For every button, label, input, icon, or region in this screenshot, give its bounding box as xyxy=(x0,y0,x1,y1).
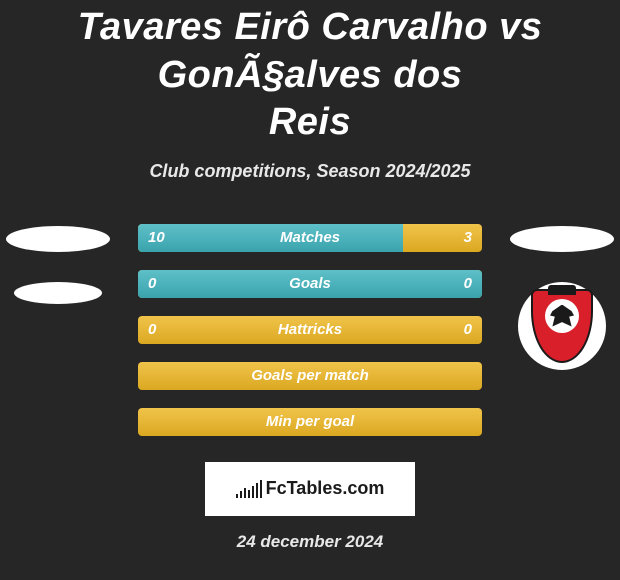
stat-value-right: 3 xyxy=(464,229,472,246)
stat-row-min-per-goal: Min per goal xyxy=(138,408,482,436)
brand-bar xyxy=(256,483,258,498)
left-player-column xyxy=(6,224,110,304)
stat-value-left: 0 xyxy=(148,321,156,338)
stat-row-matches: 10 Matches 3 xyxy=(138,224,482,252)
stat-label: Goals per match xyxy=(251,367,369,384)
shield-inner xyxy=(545,299,579,333)
stat-label: Goals xyxy=(289,275,331,292)
brand-bar xyxy=(240,491,242,498)
stat-label: Hattricks xyxy=(278,321,342,338)
page-title: Tavares Eirô Carvalho vs GonÃ§alves dos … xyxy=(0,0,620,147)
brand-bars-icon xyxy=(236,480,262,498)
club-logo xyxy=(518,282,606,370)
date-label: 24 december 2024 xyxy=(0,532,620,552)
eagle-icon xyxy=(550,305,574,327)
brand-bar xyxy=(248,490,250,498)
stat-value-right: 0 xyxy=(464,321,472,338)
brand-bar xyxy=(236,494,238,498)
stat-label: Matches xyxy=(280,229,340,246)
club-logo-placeholder xyxy=(14,282,102,304)
stat-value-left: 10 xyxy=(148,229,165,246)
title-line-2: Reis xyxy=(269,101,351,143)
stat-value-left: 0 xyxy=(148,275,156,292)
stat-row-hattricks: 0 Hattricks 0 xyxy=(138,316,482,344)
stat-value-right: 0 xyxy=(464,275,472,292)
stat-row-goals: 0 Goals 0 xyxy=(138,270,482,298)
brand-text: FcTables.com xyxy=(266,478,385,499)
brand-bar xyxy=(244,488,246,498)
brand-box[interactable]: FcTables.com xyxy=(205,462,415,516)
stat-fill xyxy=(138,224,403,252)
right-player-column xyxy=(510,224,614,370)
stat-label: Min per goal xyxy=(266,413,354,430)
brand-bar xyxy=(252,486,254,498)
stat-rows: 10 Matches 3 0 Goals 0 0 Hattricks 0 Goals per ma… xyxy=(138,224,482,436)
brand-bar xyxy=(260,480,262,498)
player-avatar-placeholder xyxy=(6,226,110,252)
player-avatar-placeholder xyxy=(510,226,614,252)
title-line-1: Tavares Eirô Carvalho vs GonÃ§alves dos xyxy=(78,6,543,96)
stats-area: 10 Matches 3 0 Goals 0 0 Hattricks 0 Goals per ma… xyxy=(0,224,620,436)
subtitle: Club competitions, Season 2024/2025 xyxy=(0,161,620,182)
stat-row-goals-per-match: Goals per match xyxy=(138,362,482,390)
